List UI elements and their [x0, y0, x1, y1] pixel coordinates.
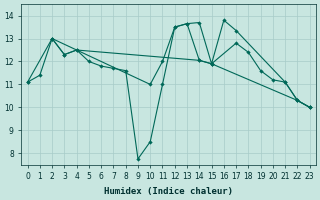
- X-axis label: Humidex (Indice chaleur): Humidex (Indice chaleur): [104, 187, 233, 196]
